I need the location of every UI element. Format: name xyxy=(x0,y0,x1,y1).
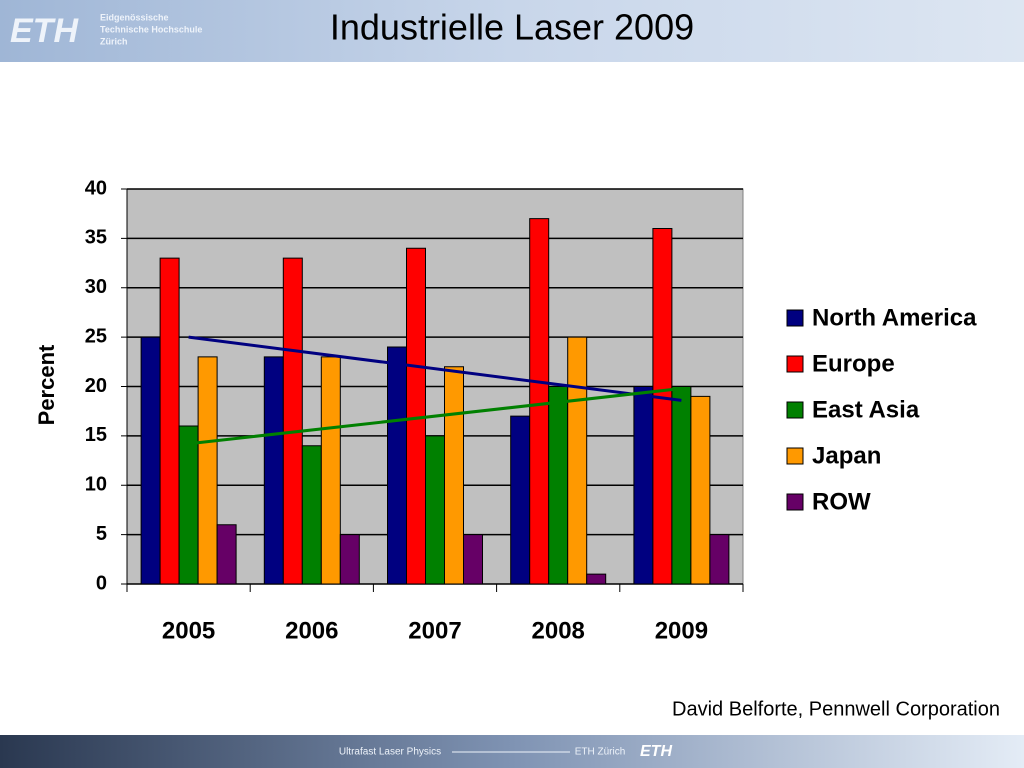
legend-swatch xyxy=(786,493,804,511)
bar xyxy=(671,386,692,585)
bar xyxy=(586,573,607,585)
footer-course: Ultrafast Laser Physics xyxy=(339,747,441,758)
chart-title: Industrielle Laser 2009 xyxy=(330,7,694,48)
y-tick-label: 20 xyxy=(85,375,107,397)
legend-label: ROW xyxy=(812,488,871,515)
y-tick-label: 40 xyxy=(85,177,107,199)
header-band xyxy=(0,0,1024,62)
bar xyxy=(425,435,445,585)
x-tick-label: 2008 xyxy=(532,617,585,644)
bar xyxy=(510,415,531,585)
trend-line xyxy=(188,386,682,446)
legend-label: Europe xyxy=(812,350,895,377)
bar xyxy=(339,534,360,585)
source: David Belforte, Pennwell Corporation xyxy=(672,698,1000,720)
bar xyxy=(216,524,237,585)
bar xyxy=(320,356,341,585)
y-tick-label: 35 xyxy=(85,227,107,249)
bar xyxy=(567,336,588,585)
y-tick-label: 10 xyxy=(85,474,107,496)
x-tick-label: 2005 xyxy=(162,617,215,644)
y-tick-label: 25 xyxy=(85,325,107,347)
legend-swatch xyxy=(786,401,804,419)
bar xyxy=(548,386,569,585)
bar xyxy=(282,257,303,585)
header-logo: ETH xyxy=(10,12,79,50)
bar xyxy=(709,534,730,585)
legend-swatch xyxy=(786,309,804,327)
trend-line xyxy=(188,335,682,402)
bar xyxy=(159,257,180,585)
bar xyxy=(529,218,550,585)
legend-label: North America xyxy=(812,304,977,331)
y-tick-label: 5 xyxy=(96,523,107,545)
bar xyxy=(178,425,199,585)
legend-label: East Asia xyxy=(812,396,920,423)
bar xyxy=(633,386,654,585)
bar xyxy=(463,534,483,585)
header-institution: Eidgenössische xyxy=(100,12,169,22)
x-tick-label: 2006 xyxy=(285,617,338,644)
x-tick-label: 2009 xyxy=(655,617,708,644)
y-tick-label: 15 xyxy=(85,424,107,446)
legend-label: Japan xyxy=(812,442,881,469)
bar xyxy=(301,445,322,585)
header-institution: Technische Hochschule xyxy=(100,24,202,34)
header-institution: Zürich xyxy=(100,36,128,46)
bar xyxy=(690,395,711,585)
bar xyxy=(652,228,673,585)
bar xyxy=(140,336,161,585)
legend-swatch xyxy=(786,447,804,465)
footer-logo: ETH xyxy=(640,743,672,760)
footer-place: ETH Zürich xyxy=(575,747,626,758)
legend-swatch xyxy=(786,355,804,373)
y-axis-label: Percent xyxy=(34,344,59,425)
y-tick-label: 30 xyxy=(85,276,107,298)
bar xyxy=(444,366,464,585)
y-tick-label: 0 xyxy=(96,572,107,594)
bar xyxy=(197,356,218,585)
x-tick-label: 2007 xyxy=(408,617,461,644)
bar xyxy=(387,346,407,585)
bar xyxy=(263,356,284,585)
